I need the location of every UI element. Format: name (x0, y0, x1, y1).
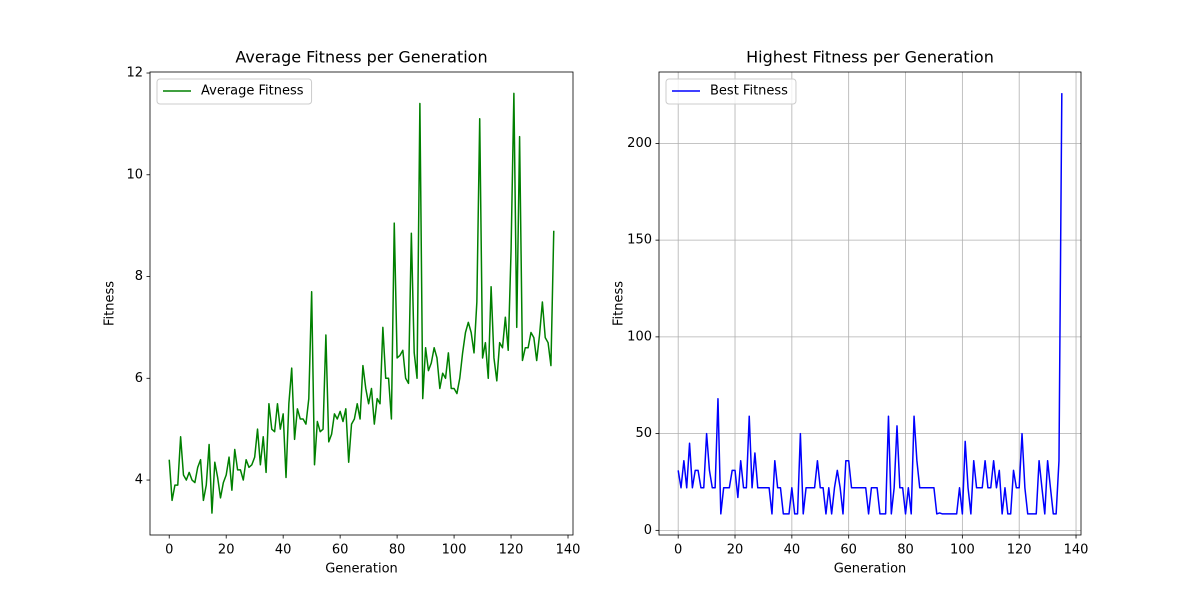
y-tick-label: 4 (135, 473, 143, 488)
legend-label: Best Fitness (710, 84, 788, 99)
chart-title: Highest Fitness per Generation (746, 48, 994, 67)
x-tick-label: 60 (332, 543, 349, 558)
x-tick-label: 140 (556, 543, 581, 558)
y-tick-label: 150 (627, 233, 652, 248)
subplot: 0 20 40 60 80 100 120 140 0 50 100 150 200 Highest Fi… (612, 48, 1089, 577)
x-tick-label: 60 (840, 543, 857, 558)
series-line (677, 93, 1063, 515)
x-tick-label: 20 (218, 543, 235, 558)
legend-box (156, 78, 313, 105)
y-axis-label: Fitness (103, 281, 118, 326)
x-tick-label: 40 (275, 543, 292, 558)
y-tick-label: 12 (126, 66, 143, 81)
y-tick-label: 8 (135, 269, 143, 284)
legend-label: Average Fitness (201, 84, 304, 99)
subplot: 0 20 40 60 80 100 120 140 4 6 8 10 12 Average Fitness… (103, 48, 581, 577)
x-axis-label: Generation (325, 562, 398, 577)
y-tick-label: 6 (135, 371, 143, 386)
y-tick-label: 50 (635, 426, 652, 441)
x-tick-label: 40 (784, 543, 801, 558)
x-tick-label: 120 (499, 543, 524, 558)
y-tick-label: 10 (126, 167, 143, 182)
y-tick-label: 200 (627, 136, 652, 151)
plot-frame (658, 71, 1082, 536)
x-tick-label: 100 (442, 543, 467, 558)
x-tick-label: 80 (897, 543, 914, 558)
x-tick-label: 120 (1007, 543, 1032, 558)
x-tick-label: 140 (1064, 543, 1089, 558)
x-tick-label: 20 (727, 543, 744, 558)
x-tick-label: 80 (389, 543, 406, 558)
x-tick-label: 0 (165, 543, 173, 558)
x-tick-label: 100 (950, 543, 975, 558)
legend: Average Fitness (156, 78, 313, 105)
x-axis-label: Generation (834, 562, 907, 577)
y-tick-label: 0 (644, 523, 652, 538)
legend-box (665, 78, 797, 105)
x-tick-label: 0 (674, 543, 682, 558)
legend: Best Fitness (665, 78, 797, 105)
y-tick-label: 100 (627, 329, 652, 344)
plot-frame (149, 71, 574, 536)
y-axis-label: Fitness (612, 281, 627, 326)
chart-title: Average Fitness per Generation (235, 48, 487, 67)
series-line (168, 92, 555, 514)
